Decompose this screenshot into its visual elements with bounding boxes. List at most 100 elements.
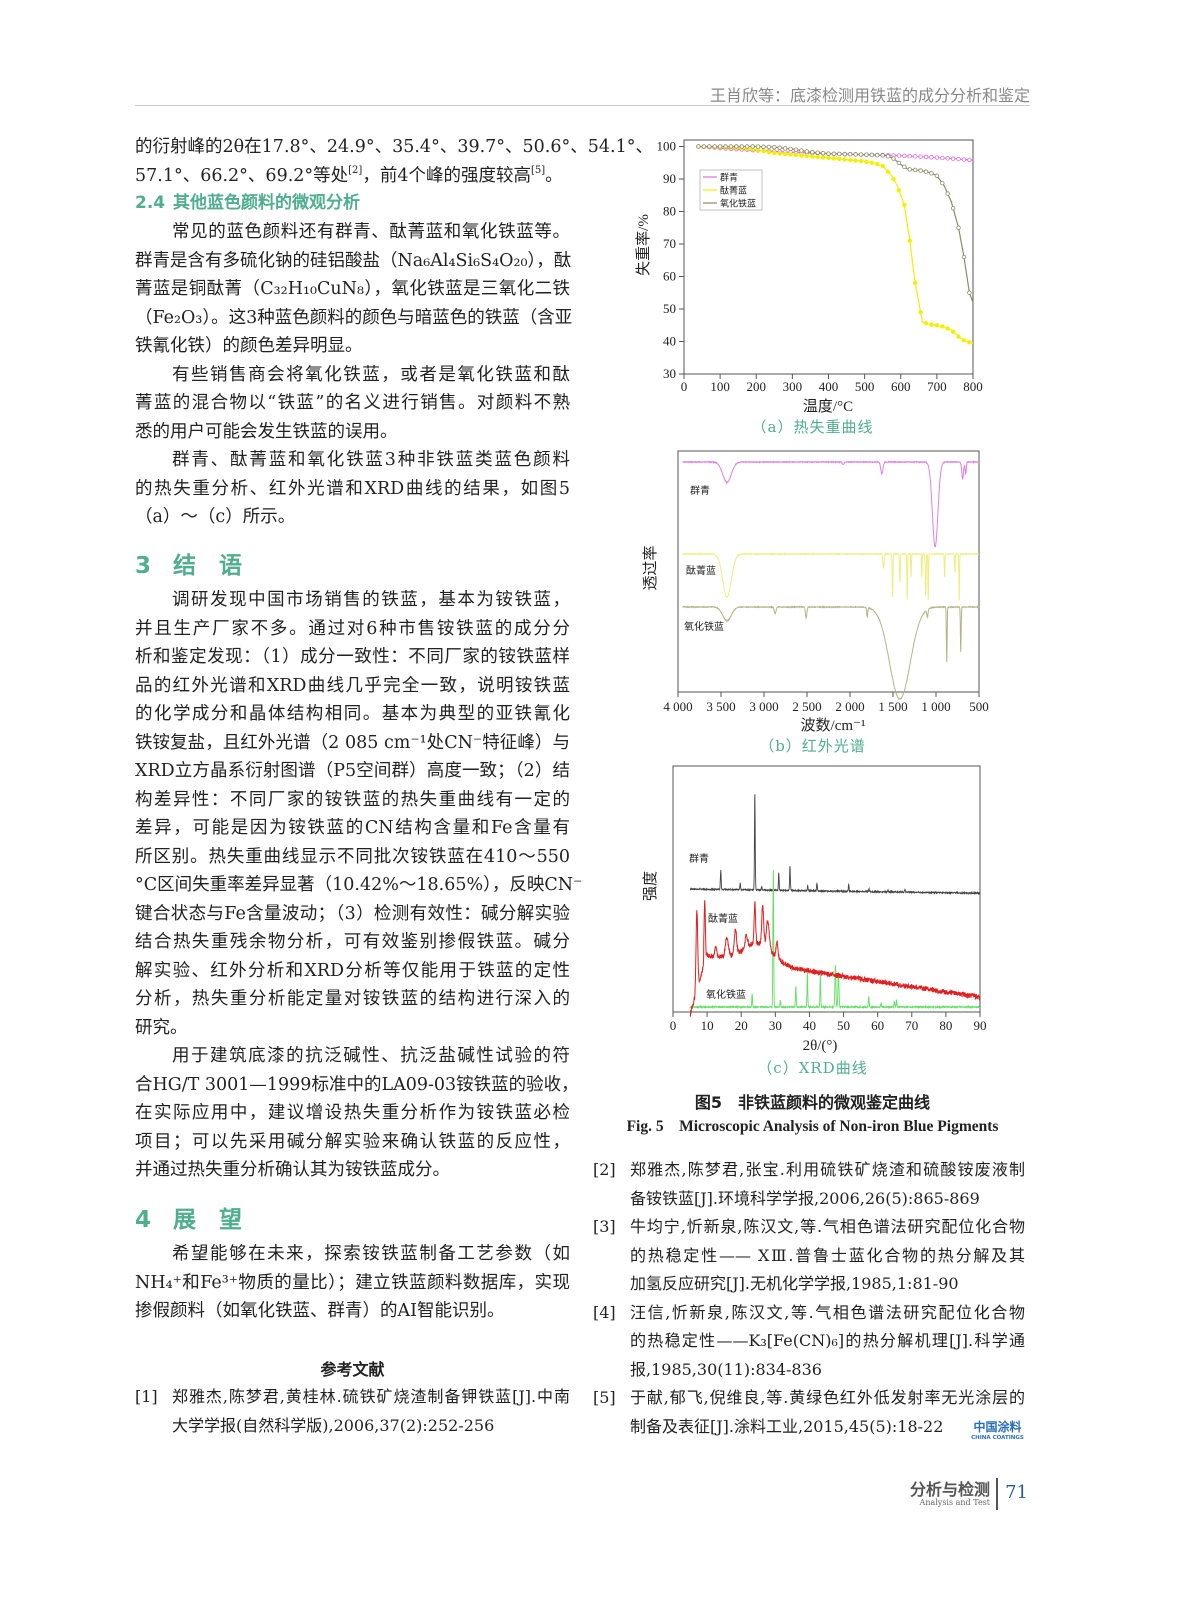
data-point [961, 157, 967, 162]
text-line: 群青、酞菁蓝和氧化铁蓝3种非铁蓝类蓝色颜料 [172, 450, 570, 470]
data-point [902, 164, 907, 170]
x-axis-label: 2θ/(°) [803, 1038, 838, 1054]
paragraph: 用于建筑底漆的抗泛碱性、抗泛盐碱性试验的符 合HG/T 3001—1999标准中的… [135, 1042, 579, 1185]
data-point [913, 154, 918, 159]
y-tick-label: 40 [663, 334, 676, 349]
spectrum-0 [682, 460, 980, 548]
x-tick-label: 700 [927, 379, 947, 394]
x-tick-label: 0 [681, 379, 688, 394]
text-line: 项目；可以先采用碱分解实验来确认铁蓝的反应性， [135, 1131, 570, 1152]
data-point [772, 144, 777, 150]
reference-line: 制备及表征[J].涂料工业,2015,45(5):18-22 [630, 1416, 944, 1436]
reference-number: [2] [593, 1160, 616, 1179]
text-line: 群青是含有多硫化钠的硅铝酸盐（Na₆Al₄Si₆S₄O₂₀），酞 [135, 250, 572, 271]
data-point [717, 144, 723, 149]
data-point [847, 157, 853, 163]
text-segment: 。 [545, 165, 563, 186]
x-axis-label: 波数/cm⁻¹ [801, 717, 866, 734]
section-title: 展 望 [173, 1207, 242, 1233]
data-point [918, 168, 923, 173]
reference-number: [1] [135, 1387, 158, 1406]
data-point [967, 340, 972, 345]
text-segment: 的衍射峰的2θ在17.8°、24.9°、35.4°、39.7°、50.6°、54… [135, 137, 653, 157]
data-point [820, 150, 826, 156]
text-line: 构差异性：不同厂家的铵铁蓝的热失重曲线有一定的 [135, 789, 570, 810]
y-tick-label: 100 [657, 139, 677, 154]
data-point [864, 152, 869, 157]
series-label: 群青 [690, 484, 710, 497]
text-line: 57.1°、66.2°、69.2°等处[2]，前4个峰的强度较高[5]。 [135, 162, 570, 191]
data-point [907, 167, 912, 172]
x-axis-label: 温度/°C [803, 398, 853, 415]
data-point [945, 326, 950, 331]
series-label: 酞菁蓝 [708, 912, 738, 925]
data-point [788, 146, 793, 152]
data-point [885, 169, 891, 175]
data-point [810, 154, 815, 159]
text-line: 并通过热失重分析确认其为铵铁蓝成分。 [135, 1160, 450, 1180]
y-tick-label: 90 [663, 171, 676, 186]
text-line: 在实际应用中，建议增设热失重分析作为铵铁蓝必检 [135, 1103, 570, 1123]
data-point [810, 149, 815, 155]
reference-line: 的热稳定性——K₃[Fe(CN)₆]的热分解机理[J].科学通 [630, 1331, 1025, 1350]
data-point [826, 151, 831, 156]
x-tick-label: 60 [871, 1018, 884, 1033]
data-point [793, 147, 799, 152]
reference-item: [3] 牛均宁,忻新泉,陈汉文,等.气相色谱法研究配位化合物 的热稳定性—— XⅢ.… [593, 1213, 1025, 1299]
data-point [864, 159, 869, 164]
intro-text: 的衍射峰的2θ在17.8°、24.9°、35.4°、39.7°、50.6°、54… [135, 133, 653, 191]
data-point [880, 163, 885, 169]
y-tick-label: 80 [663, 204, 676, 219]
text-line: 键合状态与Fe含量波动；（3）检测有效性：碱分解实验 [135, 903, 570, 924]
data-point [831, 151, 837, 156]
y-tick-label: 30 [663, 366, 676, 381]
figure-title: 图5 非铁蓝颜料的微观鉴定曲线 [694, 1093, 931, 1112]
data-point [858, 158, 864, 164]
data-point [842, 157, 847, 162]
data-point [766, 144, 772, 150]
series-label: 群青 [689, 852, 709, 865]
y-tick-label: 60 [663, 269, 676, 284]
data-point [761, 144, 766, 149]
legend-label: 酞菁蓝 [720, 185, 747, 196]
data-point [723, 144, 728, 149]
citation-marker: [2] [348, 164, 363, 176]
section-2-4-body: 常见的蓝色颜料还有群青、酞菁蓝和氧化铁蓝等。 群青是含有多硫化钠的硅铝酸盐（Na₆… [135, 218, 572, 532]
data-point [923, 320, 929, 326]
x-tick-label: 40 [803, 1018, 816, 1033]
pattern-0 [689, 794, 981, 896]
data-point [853, 152, 858, 157]
section-number: 2.4 [135, 193, 166, 213]
data-point [707, 144, 712, 149]
reference-line: 汪信,忻新泉,陈汉文,等.气相色谱法研究配位化合物 [630, 1302, 1025, 1322]
data-point [956, 156, 961, 162]
x-tick-label: 500 [969, 699, 989, 714]
data-point [782, 146, 788, 151]
header-rule [135, 105, 1030, 106]
page-number: 71 [1005, 1482, 1028, 1503]
y-tick-label: 50 [663, 301, 676, 316]
text-line: （a）～（c）所示。 [135, 507, 296, 527]
data-point [907, 153, 912, 159]
data-point [956, 225, 961, 230]
legend-label: 氧化铁蓝 [720, 198, 756, 209]
x-tick-label: 1 500 [878, 699, 907, 714]
caption-c: （c）XRD曲线 [757, 1059, 868, 1077]
data-point [799, 148, 804, 153]
data-point [945, 156, 950, 161]
reference-item: [1] 郑雅杰,陈梦君,黄桂林.硫铁矿烧渣制备钾铁蓝[J].中南 大学学报(自然科学… [135, 1383, 570, 1440]
data-point [772, 150, 777, 156]
data-point [728, 144, 734, 149]
data-point [777, 151, 782, 156]
series-label: 氧化铁蓝 [684, 620, 724, 633]
reference-line: 加氢反应研究[J].无机化学学报,1985,1:81-90 [630, 1274, 959, 1293]
data-point [739, 144, 744, 149]
data-point [934, 155, 940, 160]
paragraph: 群青、酞菁蓝和氧化铁蓝3种非铁蓝类蓝色颜料 的热失重分析、红外光谱和XRD曲线的结… [135, 446, 570, 532]
data-point [880, 153, 885, 158]
references-right: [2] 郑雅杰,陈梦君,张宝.利用硫铁矿烧渣和硫酸铵废液制 备铵铁蓝[J].环境科学… [593, 1156, 1025, 1441]
data-point [940, 180, 945, 186]
x-tick-label: 2 000 [835, 699, 864, 714]
x-tick-label: 500 [855, 379, 875, 394]
data-point [940, 155, 945, 161]
